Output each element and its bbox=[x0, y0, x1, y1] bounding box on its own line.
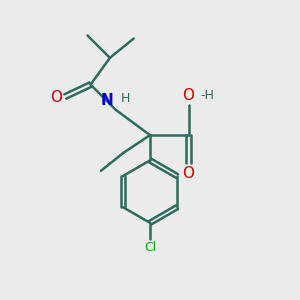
Text: Cl: Cl bbox=[144, 241, 156, 254]
Text: O: O bbox=[182, 88, 194, 103]
Text: -H: -H bbox=[200, 89, 214, 102]
Text: O: O bbox=[182, 166, 194, 181]
Text: N: N bbox=[101, 93, 113, 108]
Text: O: O bbox=[50, 91, 62, 106]
Text: H: H bbox=[121, 92, 130, 104]
